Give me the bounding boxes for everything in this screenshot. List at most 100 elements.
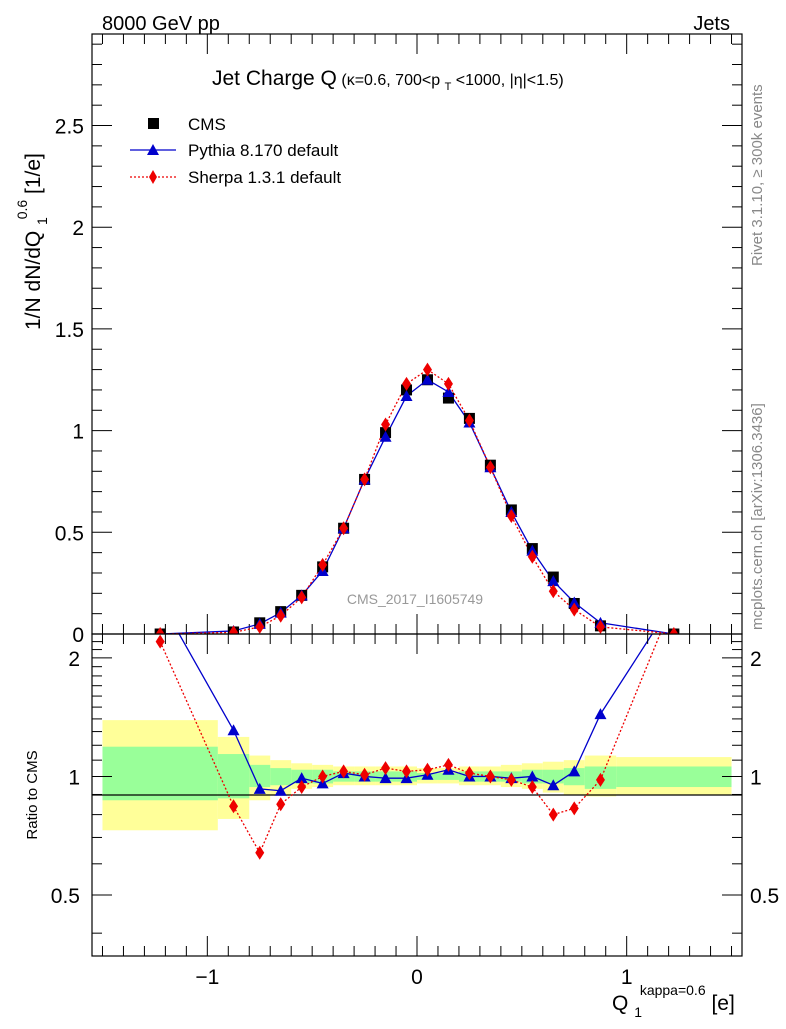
ratio-band-inner — [542, 769, 564, 784]
ratio-y-label: Ratio to CMS — [24, 750, 41, 839]
ratio-x-tick-label: −1 — [195, 966, 219, 989]
analysis-watermark: CMS_2017_I1605749 — [347, 591, 483, 607]
ratio-band-inner — [102, 746, 218, 801]
sherpa-point — [339, 521, 349, 536]
legend-label-cms: CMS — [188, 115, 226, 134]
ratio-sherpa-point — [548, 807, 558, 822]
ratio-sherpa-point — [297, 780, 307, 795]
sherpa-point — [229, 625, 239, 634]
sherpa-point — [443, 376, 453, 391]
ratio-sherpa-point — [527, 780, 537, 795]
title-sub-end: <1000, |η|<1.5) — [456, 72, 564, 89]
ratio-pythia-point — [253, 782, 266, 794]
xlabel-sup: kappa=0.6 — [640, 982, 706, 998]
ratio-x-axis: −1 0 1 — [101, 634, 733, 989]
sherpa-point — [360, 472, 370, 487]
ratio-uncertainty-bands — [102, 720, 732, 831]
pythia-point — [421, 373, 434, 385]
ratio-band-inner — [437, 773, 459, 780]
sherpa-point — [297, 590, 307, 605]
x-axis-label: Q 1 kappa=0.6 [e] — [612, 977, 735, 1022]
ratio-sherpa-point — [381, 761, 391, 776]
sherpa-point — [155, 627, 165, 634]
ratio-pythia-point — [568, 765, 581, 777]
sherpa-point — [255, 619, 265, 634]
title-sub-t: T — [445, 81, 452, 93]
main-y-tick-label: 2 — [72, 217, 84, 240]
ratio-band-inner — [270, 768, 292, 786]
title-main: Jet Charge Q — [212, 67, 337, 90]
sherpa-point — [548, 584, 558, 599]
ratio-sherpa-point — [402, 764, 412, 779]
ratio-sherpa-line — [159, 634, 661, 855]
sherpa-point — [595, 619, 605, 634]
chart-title: Jet Charge Q (κ=0.6, 700<p T <1000, |η|<… — [212, 67, 564, 94]
main-y-tick-label: 0.5 — [55, 522, 84, 545]
ratio-pythia-point — [526, 770, 539, 782]
ratio-band-inner — [616, 766, 732, 788]
legend-marker-cms — [148, 118, 159, 129]
ratio-sherpa-point — [595, 772, 605, 787]
ratio-sherpa-point — [360, 767, 370, 782]
ratio-x-tick-label: 0 — [411, 966, 423, 989]
ratio-pythia-point — [594, 708, 607, 720]
ratio-sherpa-point — [339, 764, 349, 779]
ratio-x-tick-label: 1 — [621, 966, 633, 989]
sherpa-point — [318, 557, 328, 572]
ratio-series-layer — [155, 634, 661, 860]
xlabel-end: [e] — [711, 992, 734, 1015]
title-sub: (κ=0.6, 700<p — [341, 72, 440, 89]
ylabel-sub: 1 — [34, 217, 50, 225]
ylabel-end: [1/e] — [22, 153, 45, 194]
legend: CMS Pythia 8.170 default Sherpa 1.3.1 de… — [130, 115, 341, 187]
sherpa-point — [276, 608, 286, 623]
ratio-panel: 0.5 0.51 12 2 −1 0 1 Ratio to CMS Q 1 kappa=0… — [24, 633, 779, 1022]
sherpa-point — [422, 362, 432, 377]
sherpa-point — [506, 509, 516, 524]
ratio-y-axis: 0.5 0.5 1 1 2 2 — [51, 641, 779, 934]
ratio-y-tick-label-right: 2 — [750, 648, 762, 671]
ratio-pythia-point — [274, 784, 287, 796]
ratio-sherpa-point — [318, 769, 328, 784]
ratio-sherpa-point — [443, 757, 453, 772]
main-y-tick-label: 0 — [72, 624, 84, 647]
ratio-sherpa-point — [569, 801, 579, 816]
main-y-label: 1/N dN/dQ 1 0.6 [1/e] — [9, 153, 52, 330]
legend-label-sherpa: Sherpa 1.3.1 default — [188, 168, 341, 187]
main-panel: 0 0.5 1 1.5 2 2.5 Jet Charge Q (κ=0.6, 700<p … — [9, 33, 743, 647]
ratio-sherpa-point — [155, 634, 165, 649]
pythia-point — [547, 575, 560, 587]
pythia-point — [442, 385, 455, 397]
sherpa-point — [485, 460, 495, 475]
ratio-sherpa-point — [464, 766, 474, 781]
ratio-y-tick-label: 2 — [68, 648, 80, 671]
legend-marker-sherpa — [149, 170, 157, 184]
ratio-y-tick-label: 1 — [68, 766, 80, 789]
category-label: Jets — [693, 13, 730, 35]
legend-marker-pythia — [147, 144, 159, 155]
sherpa-point — [402, 376, 412, 391]
main-y-tick-label: 2.5 — [55, 116, 84, 139]
sherpa-point — [381, 417, 391, 432]
main-series-layer — [154, 362, 680, 634]
ratio-band-inner — [249, 764, 271, 788]
legend-label-pythia: Pythia 8.170 default — [188, 141, 339, 160]
main-y-tick-label: 1.5 — [55, 319, 84, 342]
ratio-y-tick-label-right: 0.5 — [750, 885, 779, 908]
ratio-sherpa-point — [422, 762, 432, 777]
ratio-band-inner — [217, 754, 250, 799]
sherpa-point — [569, 602, 579, 617]
ratio-sherpa-point — [506, 772, 516, 787]
xlabel-sub: 1 — [634, 1004, 642, 1020]
ratio-sherpa-point — [276, 797, 286, 812]
main-y-tick-label: 1 — [72, 421, 84, 444]
ylabel-main: 1/N dN/dQ — [22, 231, 45, 330]
ratio-pythia-point — [295, 772, 308, 784]
ratio-pythia-point — [547, 779, 560, 791]
sherpa-point — [527, 549, 537, 564]
pythia-point — [400, 390, 413, 402]
ratio-y-tick-label: 0.5 — [51, 885, 80, 908]
ratio-sherpa-point — [229, 799, 239, 814]
main-y-axis: 0 0.5 1 1.5 2 2.5 — [55, 43, 742, 647]
